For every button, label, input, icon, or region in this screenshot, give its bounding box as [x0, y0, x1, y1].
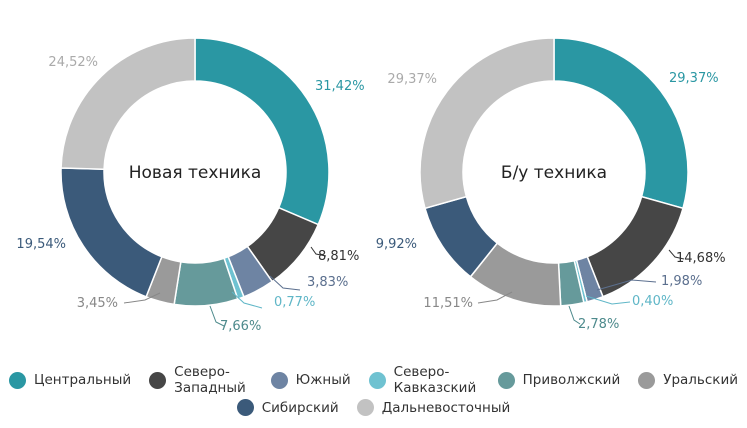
leader-line-north-caucasus: [231, 291, 263, 309]
legend-row-2: Сибирский Дальневосточный: [0, 399, 747, 416]
legend-item-south[interactable]: Южный: [270, 371, 351, 389]
legend-label: Южный: [295, 372, 351, 388]
data-label-far-east: 29,37%: [387, 72, 437, 87]
leader-line-northwest: [668, 249, 685, 260]
donut-chart-used: 29,37% 14,68% 1,98% 0,40% 2,78% 11,51% 9,92% 29…: [376, 37, 726, 332]
data-label-north-caucasus: 0,77%: [274, 295, 315, 310]
legend-label: Приволжский: [522, 372, 621, 388]
data-label-ural: 11,51%: [423, 296, 473, 311]
data-label-south: 3,83%: [307, 275, 348, 290]
legend-item-north-caucasus[interactable]: Северо-Кавказский: [368, 364, 480, 396]
legend-item-siberia[interactable]: Сибирский: [236, 399, 339, 416]
legend-item-central[interactable]: Центральный: [9, 371, 132, 389]
legend-swatch: [270, 371, 288, 389]
leader-line-ural: [477, 291, 513, 304]
leader-line-northwest: [310, 246, 327, 257]
legend-swatch: [236, 399, 254, 416]
donut-chart-new: 31,42% 8,81% 3,83% 0,77% 7,66% 3,45% 19,54% 24,…: [16, 37, 365, 334]
legend-label: Центральный: [34, 372, 132, 388]
slice-far-east[interactable]: [419, 37, 555, 210]
legend-row-1: Центральный Северо-Западный Южный Северо…: [0, 364, 747, 396]
data-label-siberia: 19,54%: [16, 237, 66, 252]
data-label-northwest: 8,81%: [318, 249, 359, 264]
legend-item-volga[interactable]: Приволжский: [497, 371, 621, 389]
slice-siberia[interactable]: [60, 167, 163, 298]
legend-swatch: [497, 371, 515, 389]
legend-item-far-east[interactable]: Дальневосточный: [356, 399, 511, 416]
donut-charts: 31,42% 8,81% 3,83% 0,77% 7,66% 3,45% 19,54% 24,…: [16, 37, 726, 334]
leader-line-volga: [209, 305, 225, 327]
data-label-siberia: 9,92%: [376, 237, 417, 252]
legend-label: Дальневосточный: [381, 399, 511, 416]
legend-item-ural[interactable]: Уральский: [638, 371, 738, 389]
legend-swatch: [9, 371, 26, 389]
data-label-central: 29,37%: [669, 71, 719, 86]
leader-line-volga: [568, 305, 581, 325]
leader-line-ural: [123, 292, 161, 304]
legend-swatch: [368, 371, 386, 389]
data-label-far-east: 24,52%: [48, 55, 98, 70]
legend-label: Северо-Кавказский: [393, 364, 477, 396]
legend-label: Уральский: [663, 372, 738, 388]
data-label-ural: 3,45%: [77, 296, 118, 311]
slice-far-east[interactable]: [60, 37, 196, 171]
legend-label: Северо-Западный: [174, 364, 246, 396]
legend-swatch: [356, 399, 374, 416]
chart-title-new: Новая техника: [129, 163, 262, 183]
legend-item-northwest[interactable]: Северо-Западный: [149, 364, 253, 396]
data-label-south: 1,98%: [661, 274, 702, 289]
leader-line-south: [596, 279, 657, 291]
legend-swatch: [638, 371, 656, 389]
data-label-central: 31,42%: [315, 79, 365, 94]
data-label-northwest: 14,68%: [676, 251, 726, 266]
data-label-north-caucasus: 0,40%: [632, 294, 673, 309]
legend-label: Сибирский: [261, 399, 339, 416]
slice-central[interactable]: [194, 37, 330, 226]
data-label-volga: 7,66%: [220, 319, 261, 334]
data-label-volga: 2,78%: [578, 317, 619, 332]
legend-swatch: [149, 371, 167, 389]
chart-title-used: Б/у техника: [501, 163, 607, 183]
leader-line-north-caucasus: [585, 295, 631, 305]
leader-line-south: [269, 275, 301, 291]
